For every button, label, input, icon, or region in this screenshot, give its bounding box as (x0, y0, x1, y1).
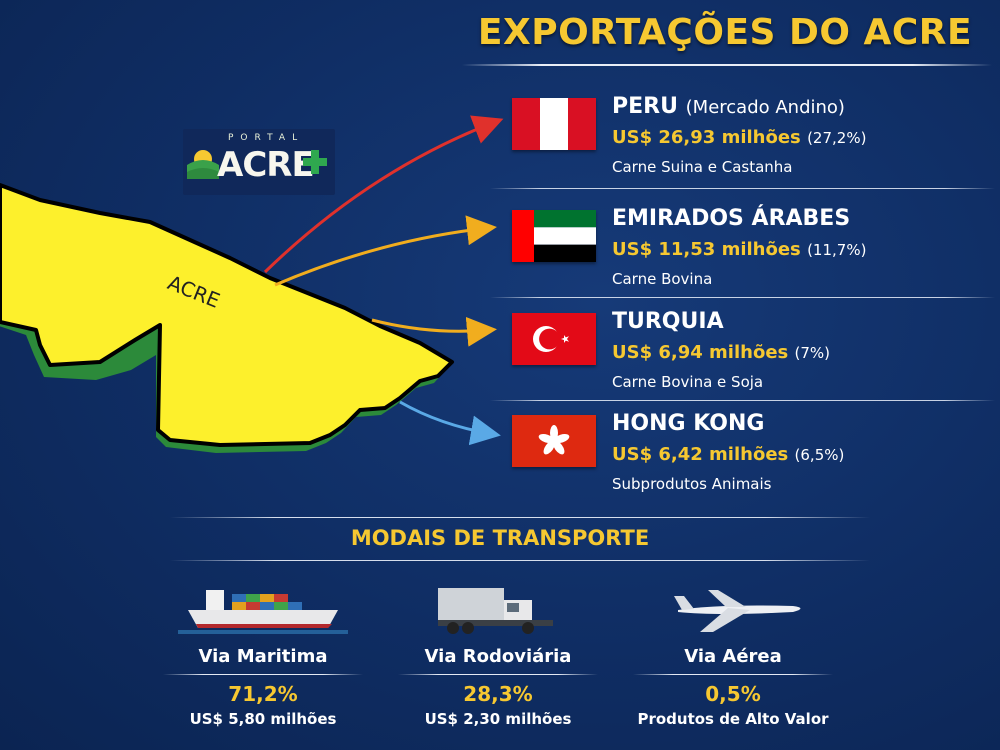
modal-maritima: Via Maritima 71,2% US$ 5,80 milhões (148, 580, 378, 728)
country-percent: (27,2%) (807, 129, 867, 147)
divider (170, 560, 870, 561)
modal-divider (398, 674, 598, 675)
modal-rodoviaria: Via Rodoviária 28,3% US$ 2,30 milhões (383, 580, 613, 728)
country-percent: (11,7%) (807, 241, 867, 259)
modal-label: Via Rodoviária (424, 646, 572, 667)
sun-field-icon (187, 150, 219, 179)
country-value: US$ 11,53 milhões (612, 239, 801, 260)
modal-value: US$ 2,30 milhões (424, 710, 572, 728)
country-subtitle: (Mercado Andino) (685, 97, 845, 118)
modal-percent: 71,2% (228, 682, 298, 706)
turkey-flag-icon (512, 313, 596, 365)
country-value: US$ 6,94 milhões (612, 342, 789, 363)
country-value: US$ 26,93 milhões (612, 127, 801, 148)
modal-percent: 0,5% (705, 682, 761, 706)
modal-value: Produtos de Alto Valor (637, 710, 829, 728)
modal-label: Via Aérea (684, 646, 782, 667)
country-value: US$ 6,42 milhões (612, 444, 789, 465)
country-product: Carne Suina e Castanha (612, 158, 793, 176)
acre-shape (0, 183, 454, 447)
logo-portal-text: PORTAL (228, 133, 305, 143)
modal-label: Via Maritima (198, 646, 328, 667)
country-name: EMIRADOS ÁRABES (612, 206, 851, 231)
arrow-turquia (371, 316, 497, 347)
modal-percent: 28,3% (463, 682, 533, 706)
airplane-icon (674, 590, 801, 632)
modais-title: MODAIS DE TRANSPORTE (350, 526, 650, 550)
logo-acre-text: ACRE (217, 145, 315, 185)
country-product: Carne Bovina e Soja (612, 373, 764, 391)
arrow-hong-kong (399, 400, 501, 446)
uae-flag-icon (512, 210, 596, 262)
hong-kong-flag-icon (512, 415, 596, 467)
modal-aerea: Via Aérea 0,5% Produtos de Alto Valor (618, 580, 848, 728)
divider (490, 297, 995, 298)
truck-icon (438, 588, 553, 634)
peru-flag-icon (512, 98, 596, 150)
modal-divider (163, 674, 363, 675)
arrow-emirados (274, 215, 497, 287)
page-title: EXPORTAÇÕES DO ACRE (477, 12, 973, 53)
country-name: TURQUIA (612, 309, 724, 334)
country-percent: (6,5%) (794, 446, 845, 464)
country-product: Carne Bovina (612, 270, 713, 288)
ship-icon (178, 590, 348, 634)
divider (490, 188, 995, 189)
modal-divider (633, 674, 833, 675)
plus-icon (303, 150, 327, 174)
divider (170, 517, 870, 518)
divider (490, 400, 995, 401)
portal-acre-logo: PORTAL ACRE (183, 129, 335, 195)
title-divider (462, 64, 992, 66)
arrow-peru (263, 115, 504, 274)
country-product: Subprodutos Animais (612, 475, 772, 493)
country-percent: (7%) (794, 344, 831, 362)
modal-value: US$ 5,80 milhões (189, 710, 337, 728)
country-name: HONG KONG (612, 411, 765, 436)
country-name: PERU (612, 94, 678, 119)
